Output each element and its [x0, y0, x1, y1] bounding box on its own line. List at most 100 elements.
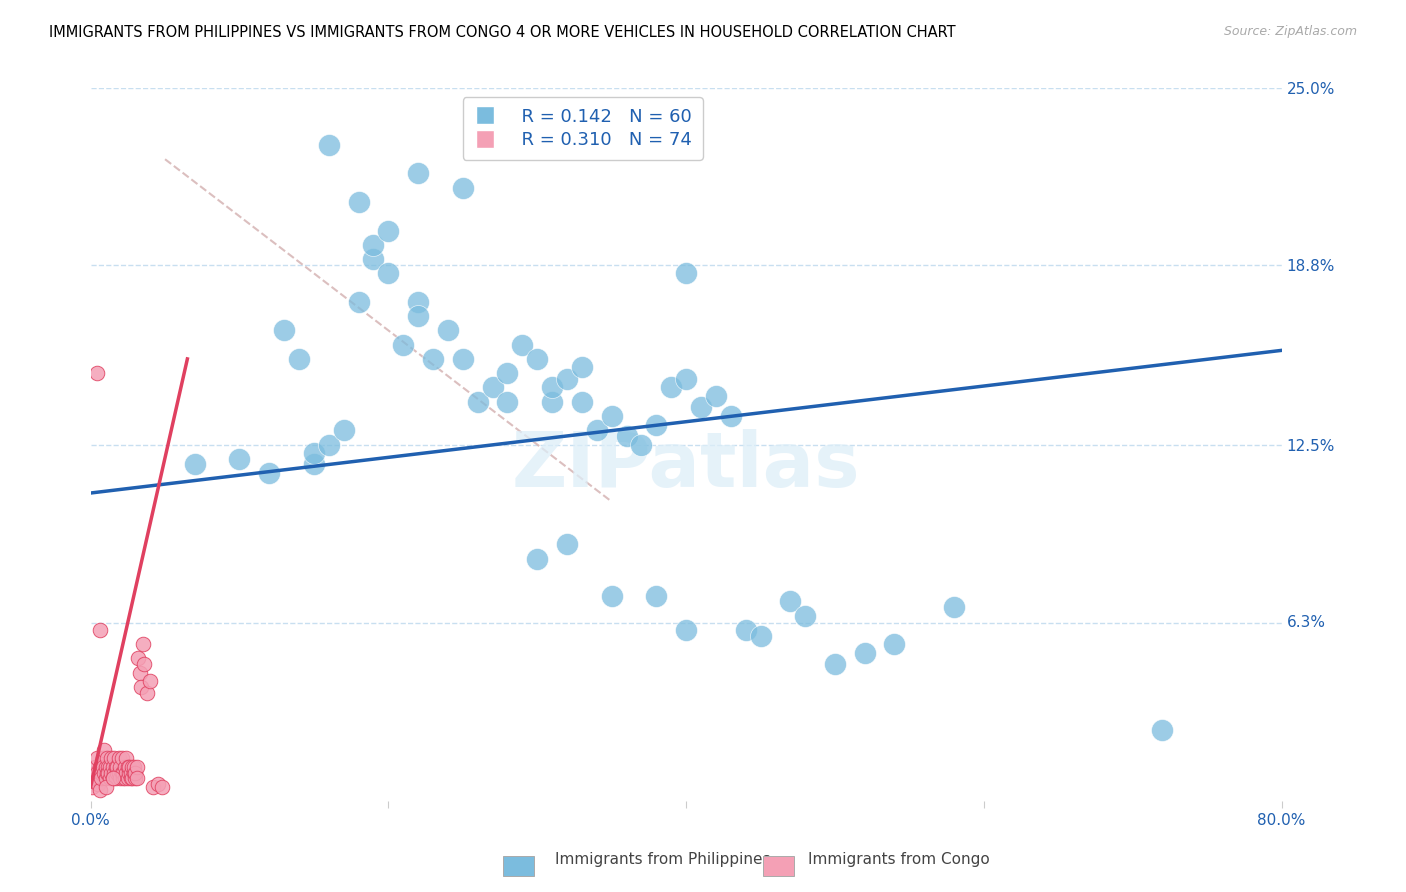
Point: [115, 751, 138, 765]
Point: [302, 446, 325, 460]
Point: [122, 765, 145, 780]
Text: IMMIGRANTS FROM PHILIPPINES VS IMMIGRANTS FROM CONGO 4 OR MORE VEHICLES IN HOUSE: IMMIGRANTS FROM PHILIPPINES VS IMMIGRANT…: [49, 25, 956, 40]
Point: [146, 777, 169, 791]
Point: [132, 637, 155, 651]
Text: Source: ZipAtlas.com: Source: ZipAtlas.com: [1223, 25, 1357, 38]
Point: [125, 772, 148, 786]
Point: [82, 780, 104, 794]
Point: [406, 166, 429, 180]
Point: [111, 751, 134, 765]
Point: [555, 372, 578, 386]
Point: [600, 409, 623, 423]
Point: [675, 372, 697, 386]
Point: [437, 323, 460, 337]
Point: [118, 760, 141, 774]
Point: [645, 417, 668, 432]
Point: [96, 765, 118, 780]
Point: [406, 309, 429, 323]
Point: [824, 657, 846, 672]
Point: [273, 323, 295, 337]
Point: [87, 772, 110, 786]
Point: [89, 760, 111, 774]
Point: [184, 458, 207, 472]
Point: [228, 451, 250, 466]
Point: [510, 337, 533, 351]
Point: [101, 760, 124, 774]
Point: [526, 351, 548, 366]
Point: [86, 751, 108, 765]
Point: [392, 337, 415, 351]
Point: [103, 765, 125, 780]
Point: [84, 760, 107, 774]
Point: [120, 772, 142, 786]
Text: ZIPatlas: ZIPatlas: [512, 429, 860, 503]
Point: [90, 772, 112, 786]
Point: [347, 194, 370, 209]
Point: [496, 366, 519, 380]
Point: [103, 751, 125, 765]
Point: [107, 760, 129, 774]
Point: [127, 651, 149, 665]
Point: [87, 777, 110, 791]
Point: [115, 765, 138, 780]
Point: [794, 608, 817, 623]
Point: [541, 380, 564, 394]
Point: [332, 423, 354, 437]
Point: [98, 760, 121, 774]
Point: [110, 760, 132, 774]
Point: [93, 743, 115, 757]
Point: [363, 237, 385, 252]
Point: [451, 180, 474, 194]
Point: [347, 294, 370, 309]
Point: [259, 466, 281, 480]
Point: [571, 394, 593, 409]
Point: [571, 360, 593, 375]
Point: [107, 765, 129, 780]
Point: [675, 623, 697, 637]
Point: [98, 772, 121, 786]
Point: [94, 760, 117, 774]
Text: Immigrants from Philippines: Immigrants from Philippines: [555, 852, 770, 867]
Point: [94, 780, 117, 794]
Point: [734, 623, 756, 637]
Point: [112, 765, 135, 780]
Legend:   R = 0.142   N = 60,   R = 0.310   N = 74: R = 0.142 N = 60, R = 0.310 N = 74: [463, 97, 703, 160]
Point: [111, 765, 134, 780]
Point: [118, 765, 141, 780]
Point: [120, 765, 142, 780]
Point: [645, 589, 668, 603]
Point: [84, 765, 107, 780]
Point: [110, 772, 132, 786]
Point: [125, 760, 148, 774]
Point: [122, 760, 145, 774]
Point: [86, 366, 108, 380]
Point: [451, 351, 474, 366]
Point: [883, 637, 905, 651]
Point: [101, 772, 124, 786]
Point: [496, 394, 519, 409]
Point: [150, 780, 173, 794]
Point: [97, 760, 120, 774]
Point: [108, 751, 131, 765]
Point: [97, 765, 120, 780]
Point: [89, 782, 111, 797]
Point: [108, 765, 131, 780]
Point: [585, 423, 607, 437]
Point: [704, 389, 727, 403]
Text: Immigrants from Congo: Immigrants from Congo: [808, 852, 990, 867]
Point: [377, 266, 399, 280]
Point: [616, 429, 638, 443]
Point: [91, 760, 114, 774]
Point: [406, 294, 429, 309]
Point: [779, 594, 801, 608]
Point: [467, 394, 489, 409]
Point: [1152, 723, 1174, 737]
Point: [100, 751, 122, 765]
Point: [481, 380, 503, 394]
Point: [91, 751, 114, 765]
Point: [100, 765, 122, 780]
Point: [541, 394, 564, 409]
Point: [363, 252, 385, 266]
Point: [93, 765, 115, 780]
Point: [139, 674, 162, 689]
